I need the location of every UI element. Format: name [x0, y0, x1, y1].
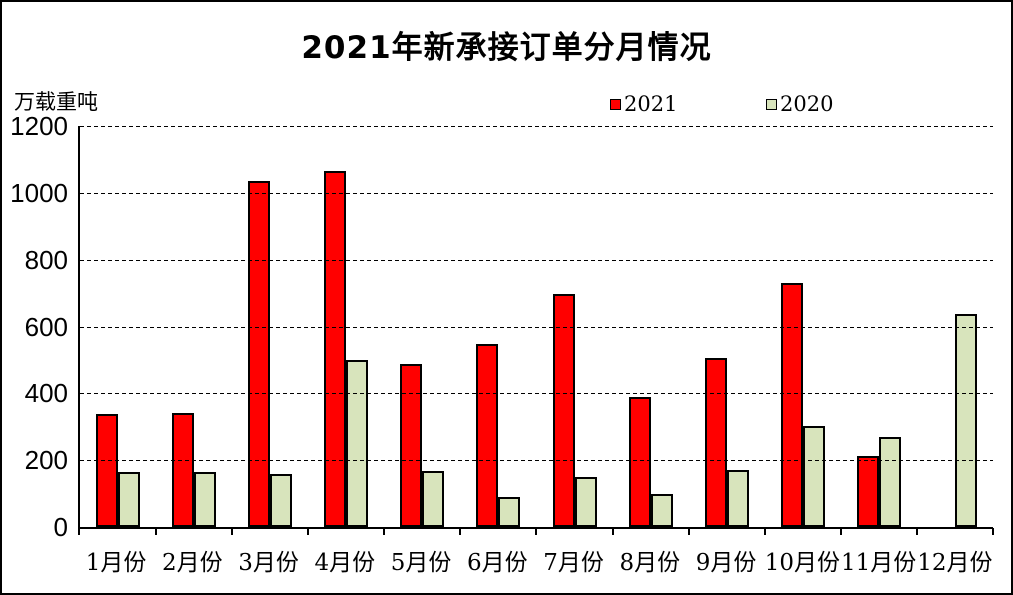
x-axis-tick	[459, 528, 462, 535]
bar-group-6月份	[460, 126, 538, 535]
bar-2020-2月份	[194, 472, 217, 527]
x-axis-tick	[535, 528, 538, 535]
bar-group-1月份	[80, 126, 158, 535]
x-axis-tick	[611, 528, 614, 535]
x-axis-tick	[839, 528, 842, 535]
x-axis-label-4月份: 4月份	[314, 550, 376, 576]
x-axis-label-1月份: 1月份	[85, 550, 147, 576]
gridline-600	[80, 327, 993, 328]
bar-2021-4月份	[324, 171, 347, 527]
x-axis-tick	[687, 528, 690, 535]
chart-title: 2021年新承接订单分月情况	[301, 30, 712, 66]
plot-area	[78, 126, 994, 535]
x-axis-label-8月份: 8月份	[619, 550, 681, 576]
bar-2020-9月份	[726, 470, 749, 527]
x-axis-label-7月份: 7月份	[543, 550, 604, 576]
x-axis-label-9月份: 9月份	[695, 550, 757, 576]
bar-group-11月份	[841, 126, 918, 535]
bar-2021-3月份	[248, 181, 271, 527]
gridline-800	[80, 260, 993, 261]
bar-group-3月份	[232, 126, 310, 535]
x-axis-label-12月份: 12月份	[917, 550, 993, 576]
gridline-1200	[80, 126, 993, 127]
bar-2021-10月份	[780, 283, 803, 527]
bar-2020-7月份	[574, 477, 597, 527]
x-axis-label-3月份: 3月份	[238, 550, 299, 576]
legend-item-2020: 2020	[766, 92, 833, 116]
bar-2020-10月份	[802, 426, 825, 527]
x-axis-label-2月份: 2月份	[162, 550, 223, 576]
gridline-200	[80, 460, 993, 461]
bar-2020-11月份	[878, 437, 901, 527]
x-axis-label-6月份: 6月份	[467, 550, 528, 576]
x-axis-label-11月份: 11月份	[840, 550, 917, 576]
bar-2020-1月份	[118, 472, 141, 527]
bar-group-2月份	[156, 126, 234, 535]
bar-2020-4月份	[346, 360, 369, 527]
legend-label-2020: 2020	[780, 92, 834, 116]
y-axis-unit-label: 万载重吨	[14, 90, 98, 114]
bar-group-5月份	[384, 126, 462, 535]
bar-2021-8月份	[628, 397, 651, 527]
x-axis-tick	[155, 528, 158, 535]
gridline-400	[80, 393, 993, 394]
bar-group-8月份	[613, 126, 690, 535]
legend: 2021 2020	[2, 92, 1011, 116]
y-axis-stub	[78, 527, 80, 535]
bar-group-10月份	[765, 126, 842, 535]
x-axis-tick	[307, 528, 310, 535]
legend-item-2021: 2021	[610, 92, 677, 116]
x-axis-tick	[763, 528, 766, 535]
y-tick-label-800: 800	[24, 245, 68, 275]
bar-2021-1月份	[96, 414, 119, 527]
bar-2020-3月份	[270, 474, 293, 527]
bar-group-9月份	[689, 126, 766, 535]
x-axis-label-5月份: 5月份	[390, 550, 452, 576]
y-tick-label-0: 0	[53, 512, 68, 542]
bar-2021-9月份	[704, 358, 727, 527]
bar-2021-11月份	[856, 456, 879, 527]
y-tick-label-1000: 1000	[10, 178, 68, 208]
bar-2021-6月份	[476, 344, 499, 527]
legend-swatch-2020-icon	[766, 98, 777, 110]
bar-2020-8月份	[650, 494, 673, 527]
legend-swatch-2021-icon	[610, 98, 621, 110]
x-axis-tick	[915, 528, 918, 535]
bar-2021-5月份	[400, 364, 423, 527]
gridline-1000	[80, 193, 993, 194]
bar-2020-5月份	[422, 471, 445, 527]
bar-2021-7月份	[552, 294, 575, 527]
bar-group-12月份	[917, 126, 994, 535]
x-axis-label-10月份: 10月份	[764, 550, 841, 576]
x-axis-labels: 1月份 2月份 3月份 4月份 5月份 6月份 7月份 8月份 9月份 10月份 11月份 12月份	[78, 543, 993, 577]
legend-label-2021: 2021	[624, 92, 678, 116]
bar-2020-12月份	[954, 314, 977, 527]
x-axis-tick	[383, 528, 386, 535]
x-axis-tick	[991, 528, 994, 535]
y-axis-labels: 0 200 400 600 800 1000 1200	[2, 2, 68, 595]
bar-2021-2月份	[172, 413, 195, 527]
bar-group-7月份	[536, 126, 614, 535]
bar-2020-6月份	[498, 497, 521, 527]
y-tick-label-600: 600	[24, 312, 68, 342]
y-tick-label-200: 200	[24, 445, 68, 475]
x-axis-tick	[231, 528, 234, 535]
y-tick-label-400: 400	[24, 378, 68, 408]
y-tick-label-1200: 1200	[10, 111, 68, 141]
